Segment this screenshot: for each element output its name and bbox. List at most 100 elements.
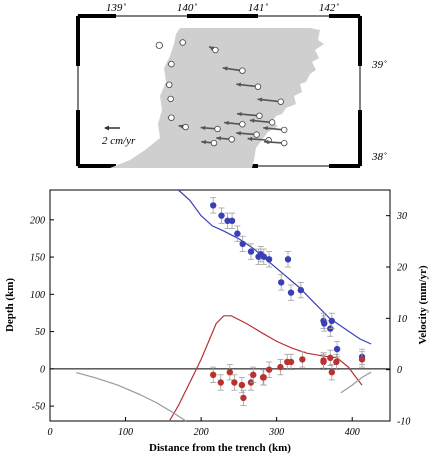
y2-tick-label: 30 (396, 211, 407, 222)
x-tick-label: 0 (48, 427, 53, 438)
map-panel: 2 cm/yr 139˚ 140˚ 141˚ 142˚ 39˚ 38˚ (76, 2, 387, 168)
x-tick-label: 100 (118, 427, 133, 438)
blue-data-point (239, 240, 246, 248)
station-marker (277, 98, 284, 105)
blue-data-point (260, 253, 268, 260)
velocity-arrows (155, 39, 288, 147)
velocity-scale: 2 cm/yr (102, 125, 136, 147)
scale-label: 2 cm/yr (102, 135, 136, 147)
arrow-head (236, 82, 242, 87)
y-tick-label: 100 (30, 290, 45, 301)
y-tick-label: 50 (35, 327, 45, 338)
blue-model-curve (177, 189, 372, 345)
blue-data-point (321, 320, 328, 327)
arrow-head (200, 125, 206, 131)
station-marker (214, 125, 221, 133)
y-axis-label: Depth (km) (4, 278, 16, 332)
y2-tick-label: -10 (397, 417, 410, 428)
station-marker (239, 121, 246, 128)
red-data-point (320, 357, 327, 364)
station-marker (168, 60, 175, 68)
station-marker (239, 67, 246, 74)
x-tick-label: 300 (268, 427, 284, 438)
red-data-point (231, 379, 238, 386)
station-marker (210, 139, 218, 147)
blue-data-point (265, 256, 273, 263)
arrow-head (263, 126, 268, 131)
red-data-point (238, 381, 246, 389)
arrow-head (224, 120, 229, 126)
station-marker (168, 114, 175, 121)
station-marker (254, 83, 262, 90)
red-data-point (328, 369, 336, 376)
station-marker (155, 41, 163, 49)
arrow-head (257, 97, 263, 102)
lon-label-141: 141˚ (248, 2, 269, 14)
station-marker (228, 136, 235, 143)
red-data-point (226, 369, 234, 376)
red-data-point (260, 374, 268, 381)
red-data-point (333, 358, 340, 366)
lon-label-142: 142˚ (319, 2, 340, 14)
red-data-point (210, 371, 217, 378)
station-marker (256, 112, 263, 120)
lat-label-39: 39˚ (371, 59, 387, 71)
y-tick-label: 150 (30, 253, 45, 264)
arrow-head (178, 124, 184, 129)
station-marker (253, 131, 260, 138)
station-marker (166, 81, 173, 88)
y2-tick-label: 10 (397, 314, 407, 325)
y-tick-label: 0 (40, 364, 45, 375)
red-data-point (358, 356, 366, 363)
land-area (110, 28, 324, 168)
red-data-point (217, 379, 224, 386)
blue-data-point (333, 345, 341, 353)
y-tick-label: 200 (30, 215, 45, 226)
blue-data-point (228, 217, 236, 224)
red-data-point (327, 354, 334, 362)
station-marker (269, 119, 276, 126)
x-axis-label: Distance from the trench (km) (149, 442, 291, 454)
red-model-curve (168, 315, 363, 422)
station-marker (212, 46, 219, 54)
profile-chart: 0 100 200 300 400 -50 0 50 100 150 200 -10 0 10 20 30 D… (4, 189, 429, 454)
lat-label-38: 38˚ (371, 151, 387, 163)
blue-data-point (287, 289, 295, 296)
blue-data-point (297, 286, 305, 294)
x-tick-label: 200 (194, 427, 209, 438)
y2-tick-label: 20 (397, 263, 407, 274)
station-marker (281, 126, 288, 134)
red-data-point (277, 363, 284, 371)
arrow-head (209, 46, 215, 51)
station-marker (179, 39, 186, 46)
blue-data-point (284, 256, 292, 263)
blue-data-point (328, 317, 336, 325)
red-data-point (240, 394, 247, 402)
arrow-head (201, 140, 207, 145)
data-points (210, 197, 366, 407)
gray-model-curve (340, 371, 372, 394)
y-tick-label: -50 (32, 402, 45, 413)
plot-frame (49, 189, 391, 422)
blue-data-point (218, 212, 225, 219)
arrow-head (249, 118, 255, 123)
model-curves (76, 189, 372, 422)
lon-label-139: 139˚ (106, 2, 127, 14)
station-marker (167, 95, 174, 103)
arrow-head (236, 131, 241, 136)
blue-data-point (224, 217, 231, 224)
red-data-point (250, 371, 257, 378)
chart-axes: 0 100 200 300 400 -50 0 50 100 150 200 -10 0 10 20 30 (30, 211, 410, 438)
lon-label-140: 140˚ (177, 2, 198, 14)
blue-data-point (210, 202, 217, 209)
arrow-head (222, 66, 228, 71)
red-data-point (265, 366, 273, 373)
y2-tick-label: 0 (397, 365, 402, 376)
arrow-head (237, 111, 242, 117)
red-data-point (299, 356, 306, 363)
arrow-head (247, 136, 253, 142)
arrow-head (263, 139, 269, 145)
y2-axis-label: Velocity (mm/yr) (417, 265, 429, 345)
arrow-head (216, 136, 222, 141)
